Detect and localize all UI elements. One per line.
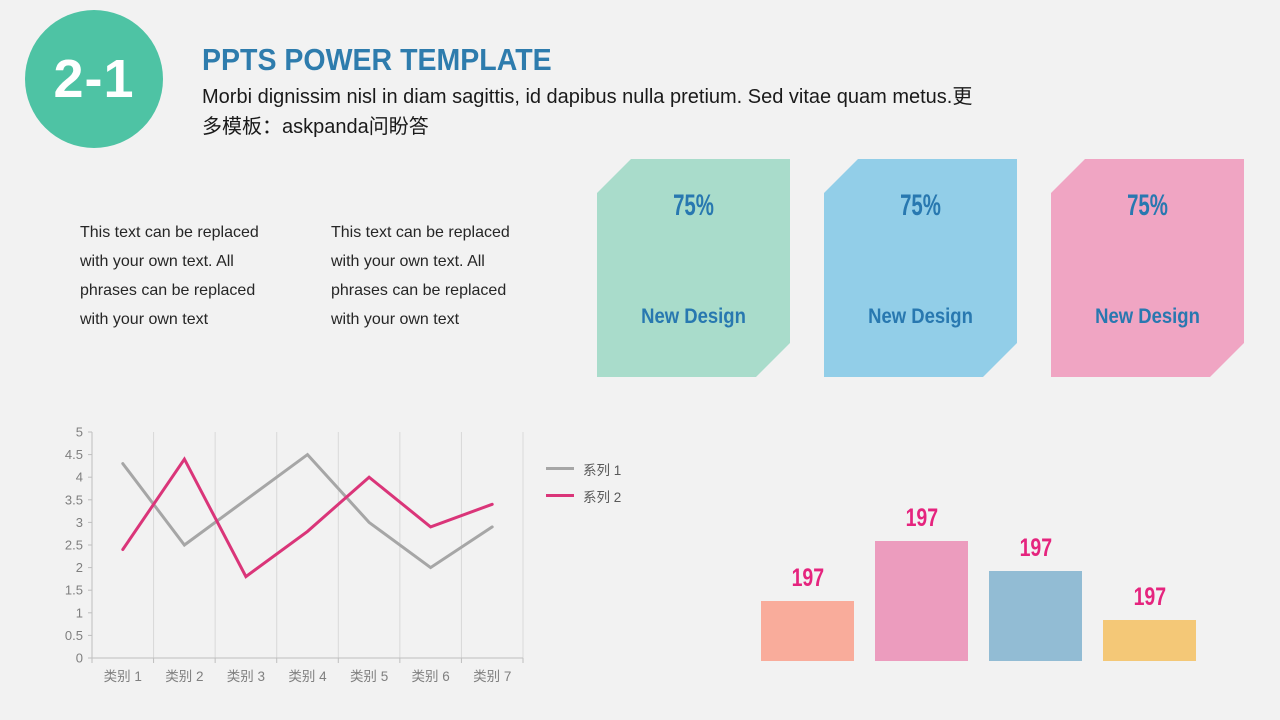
bar-data-label: 197 (875, 504, 968, 533)
line-chart: 0 0.5 1 1.5 2 2.5 3 3.5 4 4.5 5 类别 1 类别 2 类别 3 类别 4 类别 … (58, 425, 563, 695)
stat-card-label: New Design (641, 305, 746, 328)
bar-data-label: 197 (1103, 583, 1196, 612)
bar-data-label-text: 197 (905, 504, 938, 532)
bar-data-label-text: 197 (1019, 534, 1052, 562)
bar-3 (989, 571, 1082, 661)
text-line: This text can be replaced (80, 224, 259, 241)
bar-4 (1103, 620, 1196, 661)
bar-data-label: 197 (989, 534, 1082, 563)
stat-card-green: 75% New Design (597, 159, 790, 377)
stat-card-blue: 75% New Design (824, 159, 1017, 377)
y-tick-label: 0 (76, 651, 83, 666)
stat-cards: 75% New Design 75% New Design 75% New De… (597, 159, 1244, 377)
bar-data-label: 197 (761, 564, 854, 593)
stat-card-pink: 75% New Design (1051, 159, 1244, 377)
bar-data-label-text: 197 (1133, 583, 1166, 611)
section-number: 2-1 (53, 49, 135, 109)
stat-card-percent: 75% (673, 189, 714, 222)
x-category-label: 类别 6 (412, 669, 450, 684)
y-tick-label: 3 (76, 515, 83, 530)
x-category-label: 类别 4 (288, 669, 327, 684)
bar-data-label-text: 197 (791, 564, 824, 592)
series-1-swatch (546, 467, 574, 470)
text-line: phrases can be replaced (331, 282, 507, 299)
text-line: with your own text (331, 311, 460, 328)
x-category-label: 类别 5 (350, 669, 388, 684)
y-tick-label: 0.5 (65, 628, 83, 643)
x-category-label: 类别 1 (104, 669, 142, 684)
series-2-swatch (546, 494, 574, 497)
legend-item-series-1: 系列 1 (546, 455, 621, 482)
y-tick-label: 2.5 (65, 538, 83, 553)
y-tick-label: 1.5 (65, 583, 83, 598)
bar-2 (875, 541, 968, 661)
y-tick-label: 2 (76, 560, 83, 575)
bar-1 (761, 601, 854, 661)
text-line: with your own text. All (331, 253, 485, 270)
x-category-label: 类别 7 (473, 669, 511, 684)
y-tick-label: 1 (76, 605, 83, 620)
page-subtitle: Morbi dignissim nisl in diam sagittis, i… (202, 86, 973, 138)
text-line: with your own text (80, 311, 209, 328)
bar-chart: 197 197 197 197 (761, 497, 1201, 661)
legend-label: 系列 2 (583, 489, 622, 505)
stat-card-percent: 75% (900, 189, 941, 222)
stat-card-label: New Design (868, 305, 973, 328)
line-chart-svg: 0 0.5 1 1.5 2 2.5 3 3.5 4 4.5 5 类别 1 类别 2 类别 3 类别 4 类别 … (65, 425, 524, 684)
text-line: phrases can be replaced (80, 282, 256, 299)
y-tick-label: 3.5 (65, 492, 83, 507)
y-tick-label: 4 (76, 470, 83, 485)
series-2-line (121, 456, 494, 579)
stat-card-label: New Design (1095, 305, 1200, 328)
x-category-label: 类别 3 (227, 669, 265, 684)
legend-item-series-2: 系列 2 (546, 482, 621, 509)
y-tick-label: 4.5 (65, 447, 83, 462)
y-tick-label: 5 (76, 425, 83, 440)
text-line: This text can be replaced (331, 224, 510, 241)
x-category-label: 类别 2 (165, 669, 203, 684)
stat-card-percent: 75% (1127, 189, 1168, 222)
text-block-2: This text can be replaced with your own … (331, 218, 561, 334)
legend-label: 系列 1 (583, 462, 622, 478)
text-block-1: This text can be replaced with your own … (80, 218, 310, 334)
series-1-line (121, 452, 494, 570)
chart-legend: 系列 1 系列 2 (546, 455, 621, 509)
text-line: with your own text. All (80, 253, 234, 270)
page-title: PPTS POWER TEMPLATE (202, 42, 552, 77)
section-number-badge: 2-1 (25, 10, 163, 148)
